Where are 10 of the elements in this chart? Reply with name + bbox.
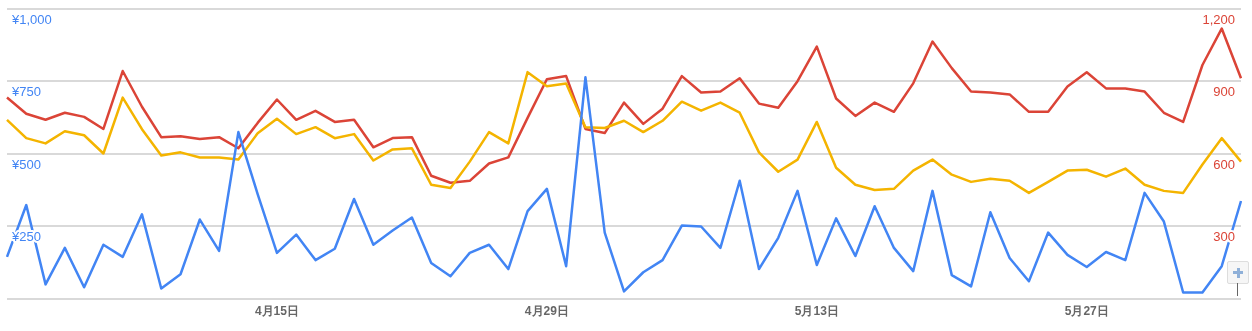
x-tick-label: 4月29日 — [524, 304, 569, 319]
y-tick-label: ¥750 — [11, 84, 41, 100]
y-tick-label: ¥1,000 — [11, 12, 52, 28]
x-tick-label: 5月27日 — [1064, 304, 1109, 319]
y-tick-label: ¥500 — [11, 156, 41, 172]
y2-tick-label: 1,200 — [1202, 12, 1235, 28]
x-tick-label: 5月13日 — [794, 304, 839, 319]
x-tick-label: 4月15日 — [254, 304, 299, 319]
y2-tick-label: 900 — [1213, 84, 1235, 100]
y2-tick-label: 600 — [1213, 156, 1235, 172]
